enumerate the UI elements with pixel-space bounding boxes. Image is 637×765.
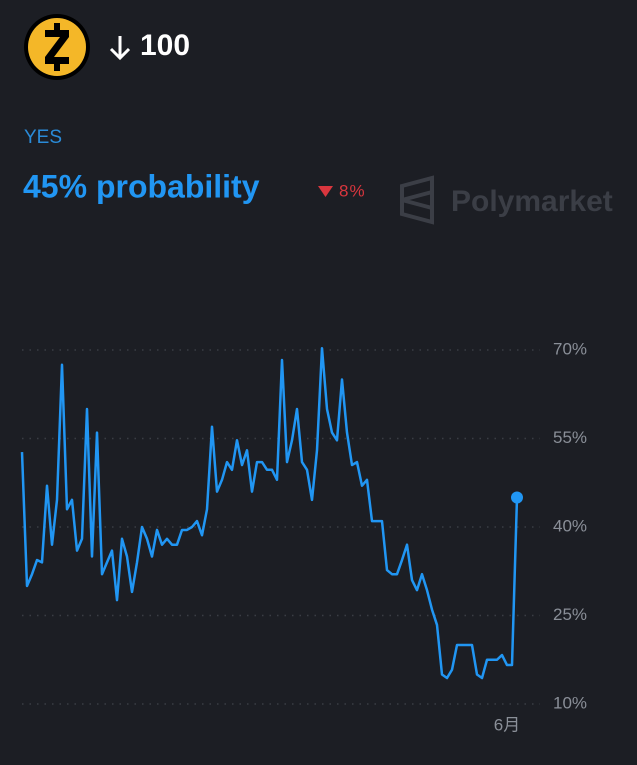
y-tick-label: 55% (553, 428, 587, 447)
watermark: Polymarket (451, 185, 613, 218)
coin-logo (24, 14, 90, 80)
outcome: YES (24, 127, 62, 148)
watermark-logo (400, 175, 434, 225)
change-icon (318, 186, 333, 197)
change: 8% (339, 181, 366, 200)
y-tick-label: 70% (553, 339, 587, 358)
end-dot (511, 491, 523, 504)
x-tick-label: 6月 (494, 715, 520, 734)
down-arrow (109, 36, 131, 61)
y-tick-label: 10% (553, 693, 587, 712)
amount: 100 (140, 29, 190, 62)
price-line (20, 346, 519, 680)
y-tick-label: 40% (553, 516, 587, 535)
probability: 45% probability (23, 168, 260, 204)
y-tick-label: 25% (553, 605, 587, 624)
